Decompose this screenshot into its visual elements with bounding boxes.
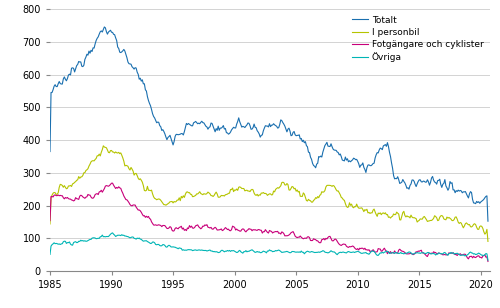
- I personbil: [182, 192, 188, 196]
- I personbil: [364, 207, 370, 211]
- Legend: Totalt, I personbil, Fotgängare och cyklister, Övriga: Totalt, I personbil, Fotgängare och cykl…: [350, 14, 486, 64]
- Övriga: [74, 241, 80, 244]
- I personbil: [100, 144, 106, 148]
- Övriga: [182, 248, 188, 252]
- Fotgängare och cyklister: [182, 228, 188, 231]
- Övriga: [485, 258, 491, 262]
- Fotgängare och cyklister: [47, 219, 53, 222]
- I personbil: [485, 240, 491, 243]
- Totalt: [327, 145, 333, 148]
- Övriga: [47, 253, 53, 256]
- Fotgängare och cyklister: [327, 234, 333, 238]
- Fotgängare och cyklister: [74, 197, 80, 201]
- Övriga: [100, 233, 105, 237]
- Totalt: [286, 126, 292, 130]
- Fotgängare och cyklister: [485, 260, 491, 263]
- Övriga: [327, 250, 333, 253]
- Fotgängare och cyklister: [100, 190, 105, 194]
- Totalt: [47, 150, 53, 153]
- Fotgängare och cyklister: [286, 233, 292, 237]
- Totalt: [102, 25, 107, 29]
- Line: Totalt: Totalt: [50, 27, 488, 221]
- Line: Fotgängare och cyklister: Fotgängare och cyklister: [50, 183, 488, 261]
- Totalt: [485, 219, 491, 223]
- I personbil: [286, 188, 292, 192]
- Totalt: [364, 166, 370, 169]
- Fotgängare och cyklister: [110, 181, 116, 185]
- I personbil: [100, 148, 105, 152]
- Totalt: [182, 126, 188, 129]
- Övriga: [286, 250, 292, 254]
- Totalt: [100, 30, 105, 34]
- Övriga: [110, 231, 116, 235]
- Line: I personbil: I personbil: [50, 146, 488, 241]
- I personbil: [74, 178, 80, 182]
- I personbil: [327, 184, 333, 187]
- I personbil: [47, 222, 53, 226]
- Totalt: [74, 63, 80, 66]
- Fotgängare och cyklister: [364, 248, 370, 252]
- Övriga: [364, 252, 370, 255]
- Line: Övriga: Övriga: [50, 233, 488, 260]
